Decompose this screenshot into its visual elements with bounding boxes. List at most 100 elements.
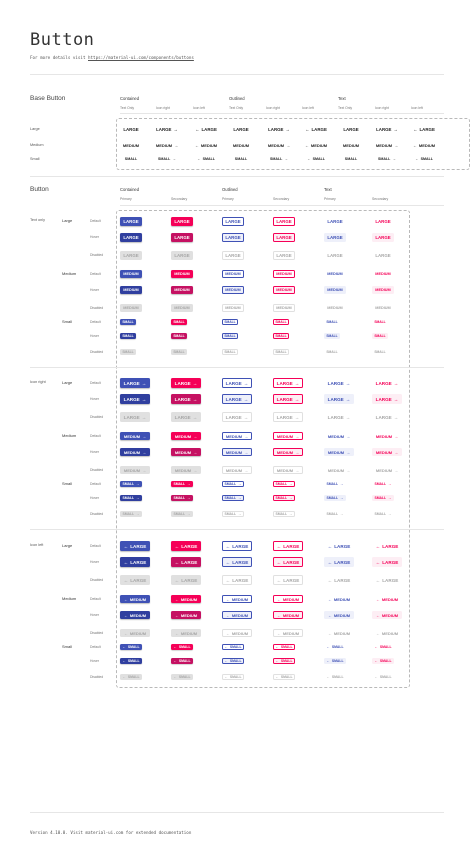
button[interactable]: ← MEDIUM xyxy=(372,595,402,603)
button[interactable]: SMALL xyxy=(324,319,340,325)
button[interactable]: MEDIUM xyxy=(222,286,244,294)
button[interactable]: LARGE → xyxy=(222,394,252,404)
button[interactable]: SMALL → xyxy=(372,481,394,488)
button[interactable]: LARGE xyxy=(372,217,394,226)
button[interactable]: LARGE → xyxy=(324,378,354,388)
base-button[interactable]: MEDIUM xyxy=(335,142,367,148)
base-button[interactable]: ← LARGE xyxy=(190,126,222,132)
button[interactable]: LARGE → xyxy=(171,394,201,404)
button[interactable]: MEDIUM → xyxy=(222,448,252,456)
base-button[interactable]: LARGE xyxy=(335,126,367,132)
button[interactable]: LARGE → xyxy=(171,378,201,388)
button[interactable]: SMALL xyxy=(120,319,136,325)
button[interactable]: MEDIUM → xyxy=(120,448,150,456)
base-button[interactable]: ← LARGE xyxy=(408,126,440,132)
button[interactable]: ← SMALL xyxy=(372,657,394,665)
button[interactable]: ← SMALL xyxy=(171,643,193,651)
button[interactable]: MEDIUM → xyxy=(120,432,150,440)
base-button[interactable]: MEDIUM xyxy=(115,142,147,148)
button[interactable]: ← LARGE xyxy=(324,541,354,551)
base-button[interactable]: MEDIUM xyxy=(225,142,257,148)
base-button[interactable]: ← MEDIUM xyxy=(190,142,222,148)
button[interactable]: LARGE → xyxy=(120,378,150,388)
base-button[interactable]: ← SMALL xyxy=(408,156,440,162)
button[interactable]: SMALL xyxy=(120,333,136,339)
button[interactable]: MEDIUM xyxy=(372,270,394,278)
base-button[interactable]: SMALL → xyxy=(263,156,295,162)
button[interactable]: ← LARGE xyxy=(120,541,150,551)
button[interactable]: ← SMALL xyxy=(120,657,142,665)
base-button[interactable]: SMALL → xyxy=(151,156,183,162)
button[interactable]: SMALL → xyxy=(120,494,142,502)
button[interactable]: ← LARGE xyxy=(372,557,402,567)
button[interactable]: LARGE xyxy=(372,232,394,242)
button[interactable]: ← SMALL xyxy=(222,657,244,665)
button[interactable]: LARGE xyxy=(171,232,193,242)
button[interactable]: ← SMALL xyxy=(273,643,295,651)
button[interactable]: MEDIUM → xyxy=(273,432,303,440)
button[interactable]: SMALL xyxy=(273,333,289,339)
button[interactable]: MEDIUM xyxy=(273,286,295,294)
button[interactable]: SMALL xyxy=(171,333,187,339)
button[interactable]: ← MEDIUM xyxy=(324,611,354,619)
button[interactable]: ← SMALL xyxy=(324,644,346,651)
button[interactable]: MEDIUM xyxy=(273,270,295,278)
button[interactable]: MEDIUM xyxy=(171,286,193,294)
base-button[interactable]: SMALL → xyxy=(371,156,403,162)
button[interactable]: SMALL → xyxy=(273,494,295,502)
base-button[interactable]: MEDIUM → xyxy=(263,142,295,148)
button[interactable]: MEDIUM xyxy=(222,270,244,278)
button[interactable]: SMALL xyxy=(372,319,388,325)
button[interactable]: SMALL → xyxy=(372,494,394,502)
button[interactable]: SMALL → xyxy=(222,480,244,488)
button[interactable]: MEDIUM → xyxy=(273,448,303,456)
button[interactable]: LARGE → xyxy=(372,394,402,404)
button[interactable]: SMALL xyxy=(171,319,187,325)
base-button[interactable]: MEDIUM → xyxy=(151,142,183,148)
button[interactable]: ← SMALL xyxy=(324,657,346,665)
button[interactable]: LARGE xyxy=(171,216,193,226)
button[interactable]: LARGE → xyxy=(372,378,402,388)
button[interactable]: ← LARGE xyxy=(273,557,303,567)
base-button[interactable]: SMALL xyxy=(115,156,147,162)
button[interactable]: ← SMALL xyxy=(171,657,193,665)
base-button[interactable]: SMALL xyxy=(335,156,367,162)
button[interactable]: LARGE → xyxy=(222,378,252,388)
base-button[interactable]: MEDIUM → xyxy=(371,142,403,148)
button[interactable]: ← MEDIUM xyxy=(120,611,150,619)
base-button[interactable]: LARGE → xyxy=(263,126,295,132)
button[interactable]: SMALL → xyxy=(171,494,193,502)
button[interactable]: SMALL xyxy=(273,319,289,325)
button[interactable]: MEDIUM → xyxy=(372,448,402,456)
button[interactable]: SMALL xyxy=(222,333,238,339)
button[interactable]: SMALL → xyxy=(171,480,193,488)
button[interactable]: ← SMALL xyxy=(222,643,244,651)
button[interactable]: ← LARGE xyxy=(222,557,252,567)
button[interactable]: ← MEDIUM xyxy=(171,595,201,603)
button[interactable]: LARGE xyxy=(222,216,244,226)
button[interactable]: ← SMALL xyxy=(372,644,394,651)
button[interactable]: ← MEDIUM xyxy=(171,611,201,619)
button[interactable]: MEDIUM → xyxy=(222,432,252,440)
button[interactable]: ← MEDIUM xyxy=(273,595,303,603)
button[interactable]: SMALL → xyxy=(222,494,244,502)
button[interactable]: LARGE xyxy=(120,216,142,226)
button[interactable]: ← LARGE xyxy=(372,541,402,551)
base-button[interactable]: ← LARGE xyxy=(300,126,332,132)
button[interactable]: SMALL → xyxy=(324,494,346,502)
button[interactable]: MEDIUM → xyxy=(171,432,201,440)
base-button[interactable]: ← SMALL xyxy=(300,156,332,162)
button[interactable]: MEDIUM → xyxy=(324,448,354,456)
base-button[interactable]: SMALL xyxy=(225,156,257,162)
base-button[interactable]: ← SMALL xyxy=(190,156,222,162)
base-button[interactable]: ← MEDIUM xyxy=(300,142,332,148)
button[interactable]: ← LARGE xyxy=(324,557,354,567)
button[interactable]: LARGE xyxy=(324,232,346,242)
button[interactable]: MEDIUM xyxy=(324,270,346,278)
base-button[interactable]: LARGE xyxy=(115,126,147,132)
button[interactable]: SMALL → xyxy=(273,480,295,488)
base-button[interactable]: LARGE → xyxy=(371,126,403,132)
button[interactable]: SMALL xyxy=(324,333,340,339)
button[interactable]: SMALL xyxy=(372,333,388,339)
button[interactable]: SMALL → xyxy=(120,480,142,488)
